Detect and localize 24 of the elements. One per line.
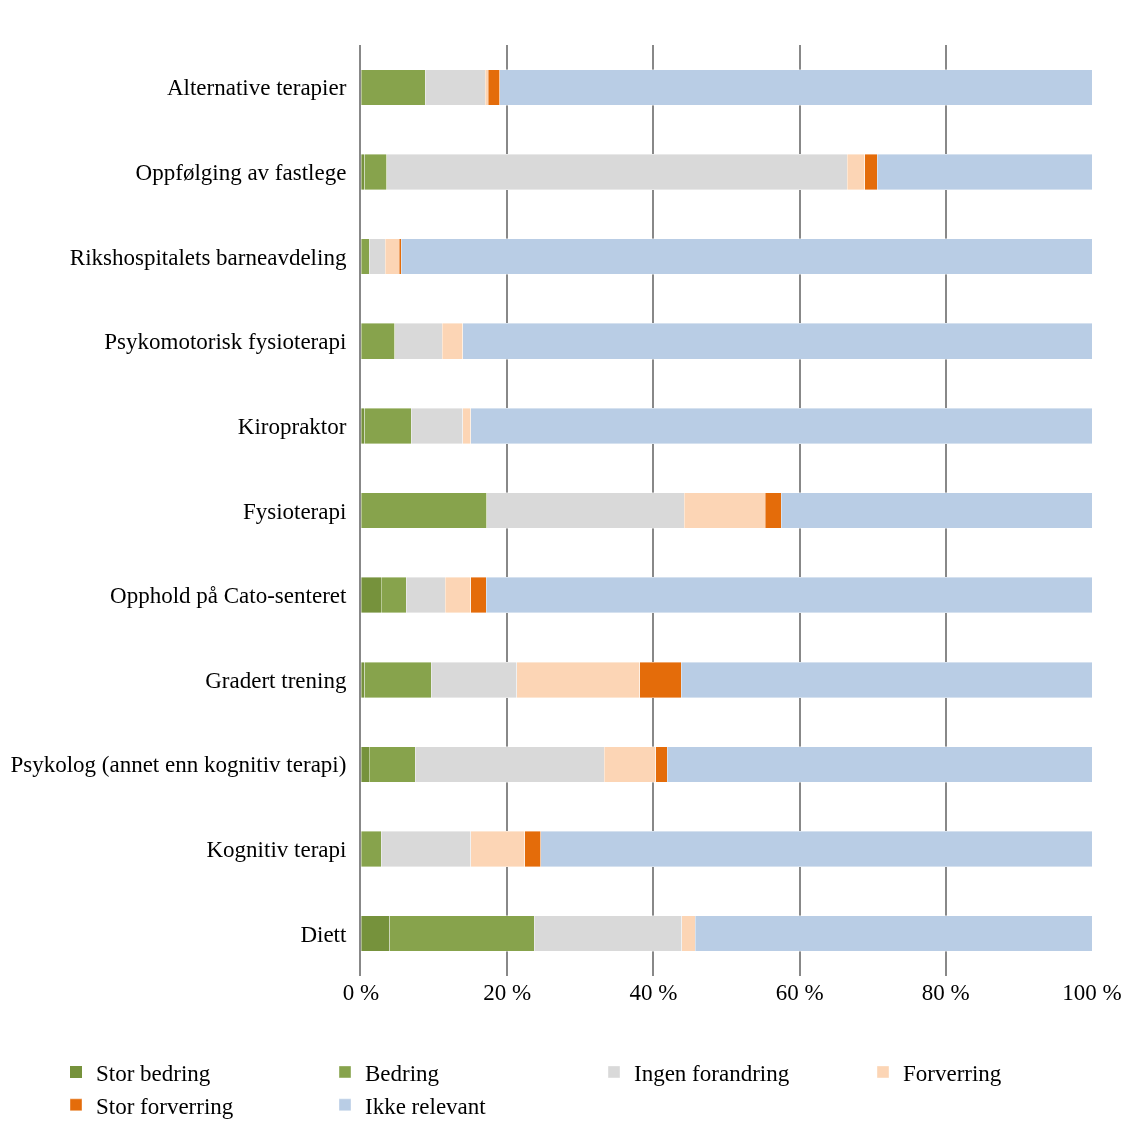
y-tick-label: Opphold på Cato-senteret bbox=[110, 583, 347, 609]
x-tick-label: 40 % bbox=[629, 980, 678, 1005]
y-tick-label: Oppfølging av fastlege bbox=[135, 160, 347, 185]
legend-label: Stor bedring bbox=[96, 1060, 211, 1086]
y-tick-label: Psykolog (annet enn kognitiv terapi) bbox=[10, 752, 347, 778]
legend-label: Ingen forandring bbox=[634, 1060, 790, 1086]
y-tick-label: Gradert trening bbox=[205, 667, 347, 693]
y-tick-label: Diett bbox=[300, 921, 347, 947]
legend-label: Bedring bbox=[365, 1060, 440, 1086]
y-tick-label: Rikshospitalets barneavdeling bbox=[69, 244, 347, 270]
y-tick-label: Kognitiv terapi bbox=[206, 837, 347, 863]
y-tick-label: Fysioterapi bbox=[242, 498, 347, 524]
legend-label: Forverring bbox=[903, 1060, 1002, 1086]
bar bbox=[401, 238, 1092, 275]
y-tick-label: Alternative terapier bbox=[166, 75, 347, 101]
x-tick-label: 100 % bbox=[1062, 980, 1122, 1005]
x-tick-label: 80 % bbox=[921, 980, 970, 1005]
x-tick-label: 0 % bbox=[342, 980, 380, 1005]
legend-label: Stor forverring bbox=[96, 1093, 234, 1119]
legend-label: Ikke relevant bbox=[365, 1093, 487, 1119]
x-tick-label: 20 % bbox=[483, 980, 532, 1005]
x-tick-label: 60 % bbox=[775, 980, 824, 1005]
y-tick-label: Psykomotorisk fysioterapi bbox=[104, 329, 347, 355]
y-tick-label: Kiropraktor bbox=[237, 413, 347, 439]
